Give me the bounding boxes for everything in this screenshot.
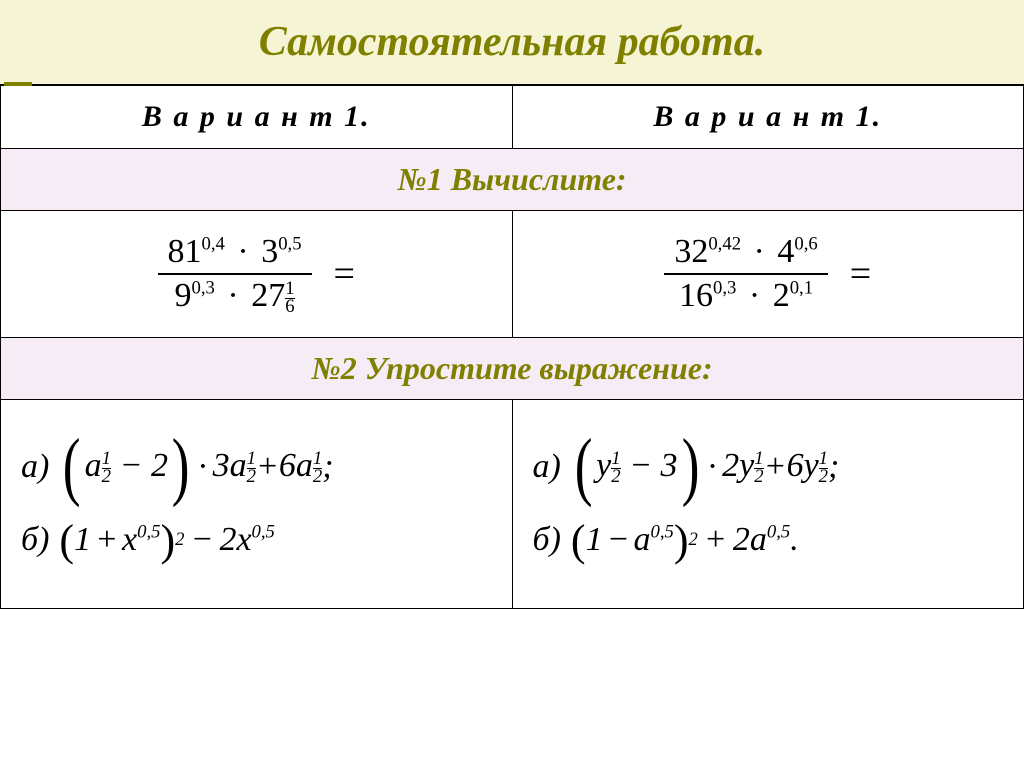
base: 27 [251,277,285,314]
problem1-left: 810,4 · 30,5 90,3 · 2716 = [1,211,513,338]
base: 32 [674,233,708,270]
sign: − [184,521,219,559]
paren-icon: ( [575,432,593,500]
paren-icon: ) [681,432,699,500]
exp: 0,4 [202,234,225,255]
problem2-row: а) ( a12 − 2 ) · 3a12 + 6a12 ; б) (1+x0,… [1,400,1024,608]
period: . [790,521,799,559]
section2-title: №2 Упростите выражение: [1,338,1024,400]
fraction: 810,4 · 30,5 90,3 · 2716 [158,231,312,317]
term: 3a12 [213,447,256,485]
dot-icon: · [750,233,769,270]
exp: 2 [689,529,698,551]
dot-icon: · [745,277,764,314]
term: 1+x0,5 [74,521,160,559]
sign: + [698,521,733,559]
expr-a: а) ( y12 − 3 ) · 2y12 + 6y12 ; [533,432,1004,500]
worksheet-table: В а р и а н т 1. В а р и а н т 1. №1 Выч… [0,85,1024,609]
page-title: Самостоятельная работа. [0,0,1024,85]
exp: 0,42 [708,234,741,255]
section1-title: №1 Вычислите: [1,149,1024,211]
base: 9 [175,277,192,314]
problem2-left: а) ( a12 − 2 ) · 3a12 + 6a12 ; б) (1+x0,… [1,400,513,608]
term: 1−a0,5 [586,521,674,559]
equals-sign: = [840,252,871,296]
expr-a: а) ( a12 − 2 ) · 3a12 + 6a12 ; [21,432,492,500]
item-label: б) [21,521,49,559]
variant-left: В а р и а н т 1. [1,86,513,149]
variant-row: В а р и а н т 1. В а р и а н т 1. [1,86,1024,149]
paren-icon: ) [674,515,689,566]
exp: 0,5 [278,234,301,255]
section1-row: №1 Вычислите: [1,149,1024,211]
paren-icon: ) [172,432,190,500]
term: y12 − 3 [596,447,677,485]
base: 2 [773,277,790,314]
expr-b: б) (1−a0,5)2 + 2a0,5. [533,515,1004,566]
dot-icon: · [223,277,242,314]
item-label: а) [533,448,561,486]
term: 2x0,5 [219,521,274,559]
term: 6y12 [787,447,828,485]
exp: 0,6 [794,234,817,255]
dot-icon: · [233,233,252,270]
exp: 0,1 [790,278,813,299]
problem1-row: 810,4 · 30,5 90,3 · 2716 = [1,211,1024,338]
exp: 0,3 [192,278,215,299]
plus: + [764,448,787,486]
paren-icon: ( [59,515,74,566]
problem2-right: а) ( y12 − 3 ) · 2y12 + 6y12 ; б) (1−a0,… [512,400,1024,608]
title-text: Самостоятельная работа. [259,19,765,65]
semicolon: ; [322,448,333,486]
item-label: б) [533,521,561,559]
title-underline [4,82,32,86]
exp: 2 [175,529,184,551]
base: 16 [679,277,713,314]
expr-b: б) (1+x0,5)2 − 2x0,5 [21,515,492,566]
term: 2y12 [722,447,763,485]
dot-icon: · [193,448,212,486]
dot-icon: · [703,448,722,486]
equals-sign: = [324,252,355,296]
term: 6a12 [279,447,322,485]
paren-icon: ) [160,515,175,566]
paren-icon: ( [571,515,586,566]
item-label: а) [21,448,49,486]
section2-row: №2 Упростите выражение: [1,338,1024,400]
term: a12 − 2 [85,447,168,485]
frac-exp: 16 [285,281,294,316]
exp: 0,3 [713,278,736,299]
plus: + [256,448,279,486]
variant-right: В а р и а н т 1. [512,86,1024,149]
term: 2a0,5 [733,521,790,559]
fraction: 320,42 · 40,6 160,3 · 20,1 [664,231,827,317]
base: 3 [261,233,278,270]
semicolon: ; [828,448,839,486]
problem1-right: 320,42 · 40,6 160,3 · 20,1 = [512,211,1024,338]
base: 81 [168,233,202,270]
base: 4 [777,233,794,270]
paren-icon: ( [63,432,81,500]
